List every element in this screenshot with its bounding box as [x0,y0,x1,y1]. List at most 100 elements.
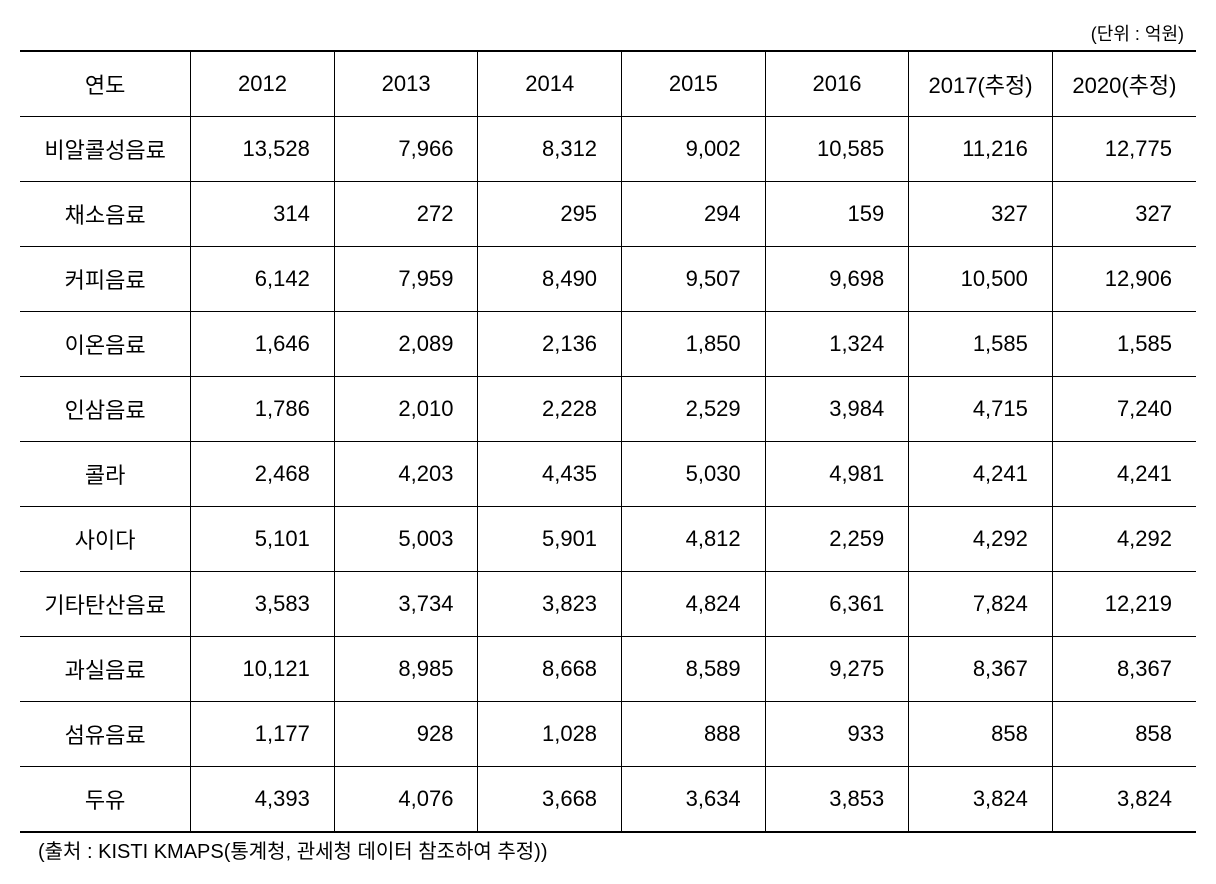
table-row: 채소음료314272295294159327327 [20,182,1196,247]
data-cell: 10,121 [191,637,335,702]
data-cell: 12,775 [1052,117,1196,182]
data-cell: 11,216 [909,117,1053,182]
data-cell: 3,853 [765,767,909,833]
data-cell: 2,259 [765,507,909,572]
data-cell: 1,585 [909,312,1053,377]
data-cell: 13,528 [191,117,335,182]
data-cell: 3,823 [478,572,622,637]
data-cell: 4,435 [478,442,622,507]
data-cell: 272 [334,182,478,247]
row-label: 콜라 [20,442,191,507]
data-cell: 8,367 [1052,637,1196,702]
data-cell: 4,241 [1052,442,1196,507]
data-cell: 1,324 [765,312,909,377]
data-cell: 8,490 [478,247,622,312]
column-header: 2014 [478,51,622,117]
data-cell: 888 [622,702,766,767]
data-cell: 2,468 [191,442,335,507]
table-row: 과실음료10,1218,9858,6688,5899,2758,3678,367 [20,637,1196,702]
row-label: 커피음료 [20,247,191,312]
row-label: 채소음료 [20,182,191,247]
data-cell: 4,981 [765,442,909,507]
data-cell: 159 [765,182,909,247]
data-cell: 6,361 [765,572,909,637]
unit-label: (단위 : 억원) [20,20,1196,46]
data-cell: 3,634 [622,767,766,833]
data-cell: 4,292 [1052,507,1196,572]
data-cell: 3,824 [909,767,1053,833]
data-cell: 8,367 [909,637,1053,702]
data-cell: 8,589 [622,637,766,702]
data-cell: 3,984 [765,377,909,442]
column-header: 연도 [20,51,191,117]
row-label: 사이다 [20,507,191,572]
data-cell: 7,959 [334,247,478,312]
column-header: 2013 [334,51,478,117]
data-cell: 933 [765,702,909,767]
data-cell: 4,076 [334,767,478,833]
data-cell: 5,101 [191,507,335,572]
data-cell: 8,312 [478,117,622,182]
data-cell: 4,812 [622,507,766,572]
data-cell: 10,500 [909,247,1053,312]
data-cell: 2,228 [478,377,622,442]
data-cell: 9,275 [765,637,909,702]
row-label: 두유 [20,767,191,833]
data-cell: 5,003 [334,507,478,572]
table-row: 섬유음료1,1779281,028888933858858 [20,702,1196,767]
data-cell: 2,089 [334,312,478,377]
row-label: 이온음료 [20,312,191,377]
data-cell: 9,507 [622,247,766,312]
source-note: (출처 : KISTI KMAPS(통계청, 관세청 데이터 참조하여 추정)) [20,835,1196,864]
data-cell: 295 [478,182,622,247]
data-cell: 1,850 [622,312,766,377]
data-cell: 4,824 [622,572,766,637]
table-row: 인삼음료1,7862,0102,2282,5293,9844,7157,240 [20,377,1196,442]
data-cell: 1,646 [191,312,335,377]
table-row: 콜라2,4684,2034,4355,0304,9814,2414,241 [20,442,1196,507]
data-cell: 858 [1052,702,1196,767]
data-cell: 7,966 [334,117,478,182]
column-header: 2016 [765,51,909,117]
row-label: 섬유음료 [20,702,191,767]
table-row: 커피음료6,1427,9598,4909,5079,69810,50012,90… [20,247,1196,312]
data-cell: 3,734 [334,572,478,637]
row-label: 인삼음료 [20,377,191,442]
data-cell: 8,985 [334,637,478,702]
table-row: 비알콜성음료13,5287,9668,3129,00210,58511,2161… [20,117,1196,182]
table-row: 이온음료1,6462,0892,1361,8501,3241,5851,585 [20,312,1196,377]
data-cell: 2,529 [622,377,766,442]
row-label: 기타탄산음료 [20,572,191,637]
data-cell: 7,824 [909,572,1053,637]
data-cell: 294 [622,182,766,247]
data-cell: 10,585 [765,117,909,182]
row-label: 과실음료 [20,637,191,702]
data-cell: 9,698 [765,247,909,312]
data-cell: 6,142 [191,247,335,312]
data-cell: 5,901 [478,507,622,572]
data-cell: 3,668 [478,767,622,833]
column-header: 2012 [191,51,335,117]
data-cell: 4,715 [909,377,1053,442]
data-cell: 1,028 [478,702,622,767]
data-cell: 2,136 [478,312,622,377]
data-cell: 2,010 [334,377,478,442]
data-cell: 928 [334,702,478,767]
table-row: 기타탄산음료3,5833,7343,8234,8246,3617,82412,2… [20,572,1196,637]
column-header: 2017(추정) [909,51,1053,117]
data-cell: 1,585 [1052,312,1196,377]
data-cell: 1,786 [191,377,335,442]
data-cell: 8,668 [478,637,622,702]
data-cell: 314 [191,182,335,247]
data-cell: 12,906 [1052,247,1196,312]
data-cell: 5,030 [622,442,766,507]
data-cell: 4,203 [334,442,478,507]
data-cell: 4,241 [909,442,1053,507]
column-header: 2015 [622,51,766,117]
data-cell: 4,393 [191,767,335,833]
data-cell: 858 [909,702,1053,767]
table-header-row: 연도 2012 2013 2014 2015 2016 2017(추정) 202… [20,51,1196,117]
data-cell: 3,824 [1052,767,1196,833]
data-cell: 327 [909,182,1053,247]
table-row: 사이다5,1015,0035,9014,8122,2594,2924,292 [20,507,1196,572]
